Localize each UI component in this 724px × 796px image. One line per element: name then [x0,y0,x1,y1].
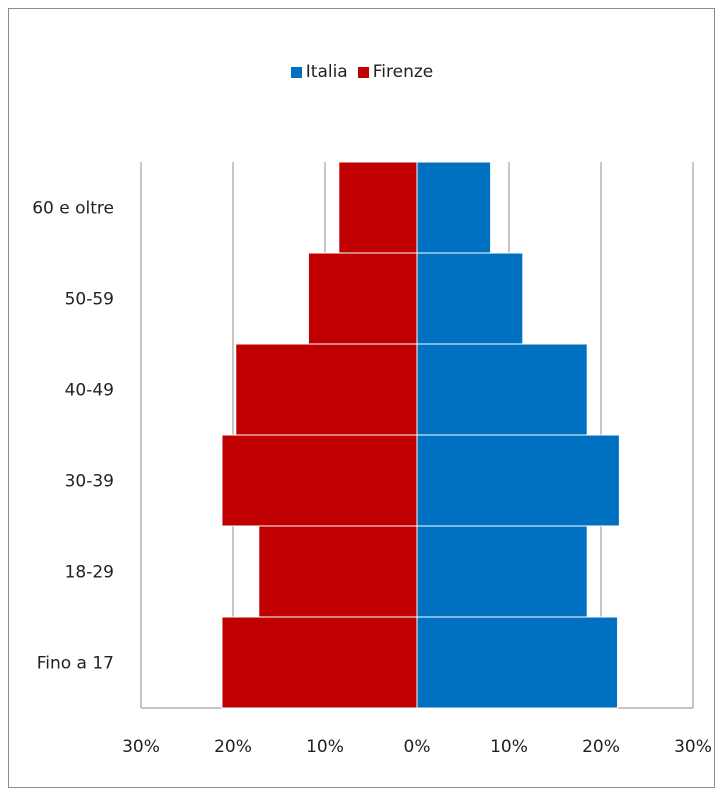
bar-italia-5 [416,616,619,709]
category-label-2: 40-49 [65,381,114,401]
bar-firenze-3 [221,434,418,527]
bar-italia-2 [416,343,588,436]
bar-firenze-4 [258,525,418,618]
x-tick-label-6: 30% [674,737,712,757]
x-tick-label-5: 20% [582,737,620,757]
bar-italia-1 [416,252,524,345]
legend-label-italia: Italia [305,62,348,82]
category-label-1: 50-59 [65,290,114,310]
legend-item-italia: Italia [290,62,348,82]
x-tick-label-1: 20% [214,737,252,757]
category-label-0: 60 e oltre [32,199,114,219]
legend-label-firenze: Firenze [372,62,434,82]
bar-firenze-1 [307,252,418,345]
category-label-3: 30-39 [65,472,114,492]
bar-italia-3 [416,434,620,527]
legend-swatch-italia [290,66,302,78]
category-label-5: Fino a 17 [37,654,114,674]
bar-firenze-0 [338,161,418,254]
bar-italia-4 [416,525,588,618]
bar-italia-0 [416,161,492,254]
category-label-4: 18-29 [65,563,114,583]
x-tick-label-4: 10% [490,737,528,757]
x-tick-label-2: 10% [306,737,344,757]
legend: Italia Firenze [0,62,724,82]
x-tick-label-0: 30% [122,737,160,757]
bar-firenze-5 [221,616,418,709]
legend-swatch-firenze [357,66,369,78]
x-tick-label-3: 0% [404,737,431,757]
bar-firenze-2 [235,343,418,436]
legend-item-firenze: Firenze [357,62,434,82]
